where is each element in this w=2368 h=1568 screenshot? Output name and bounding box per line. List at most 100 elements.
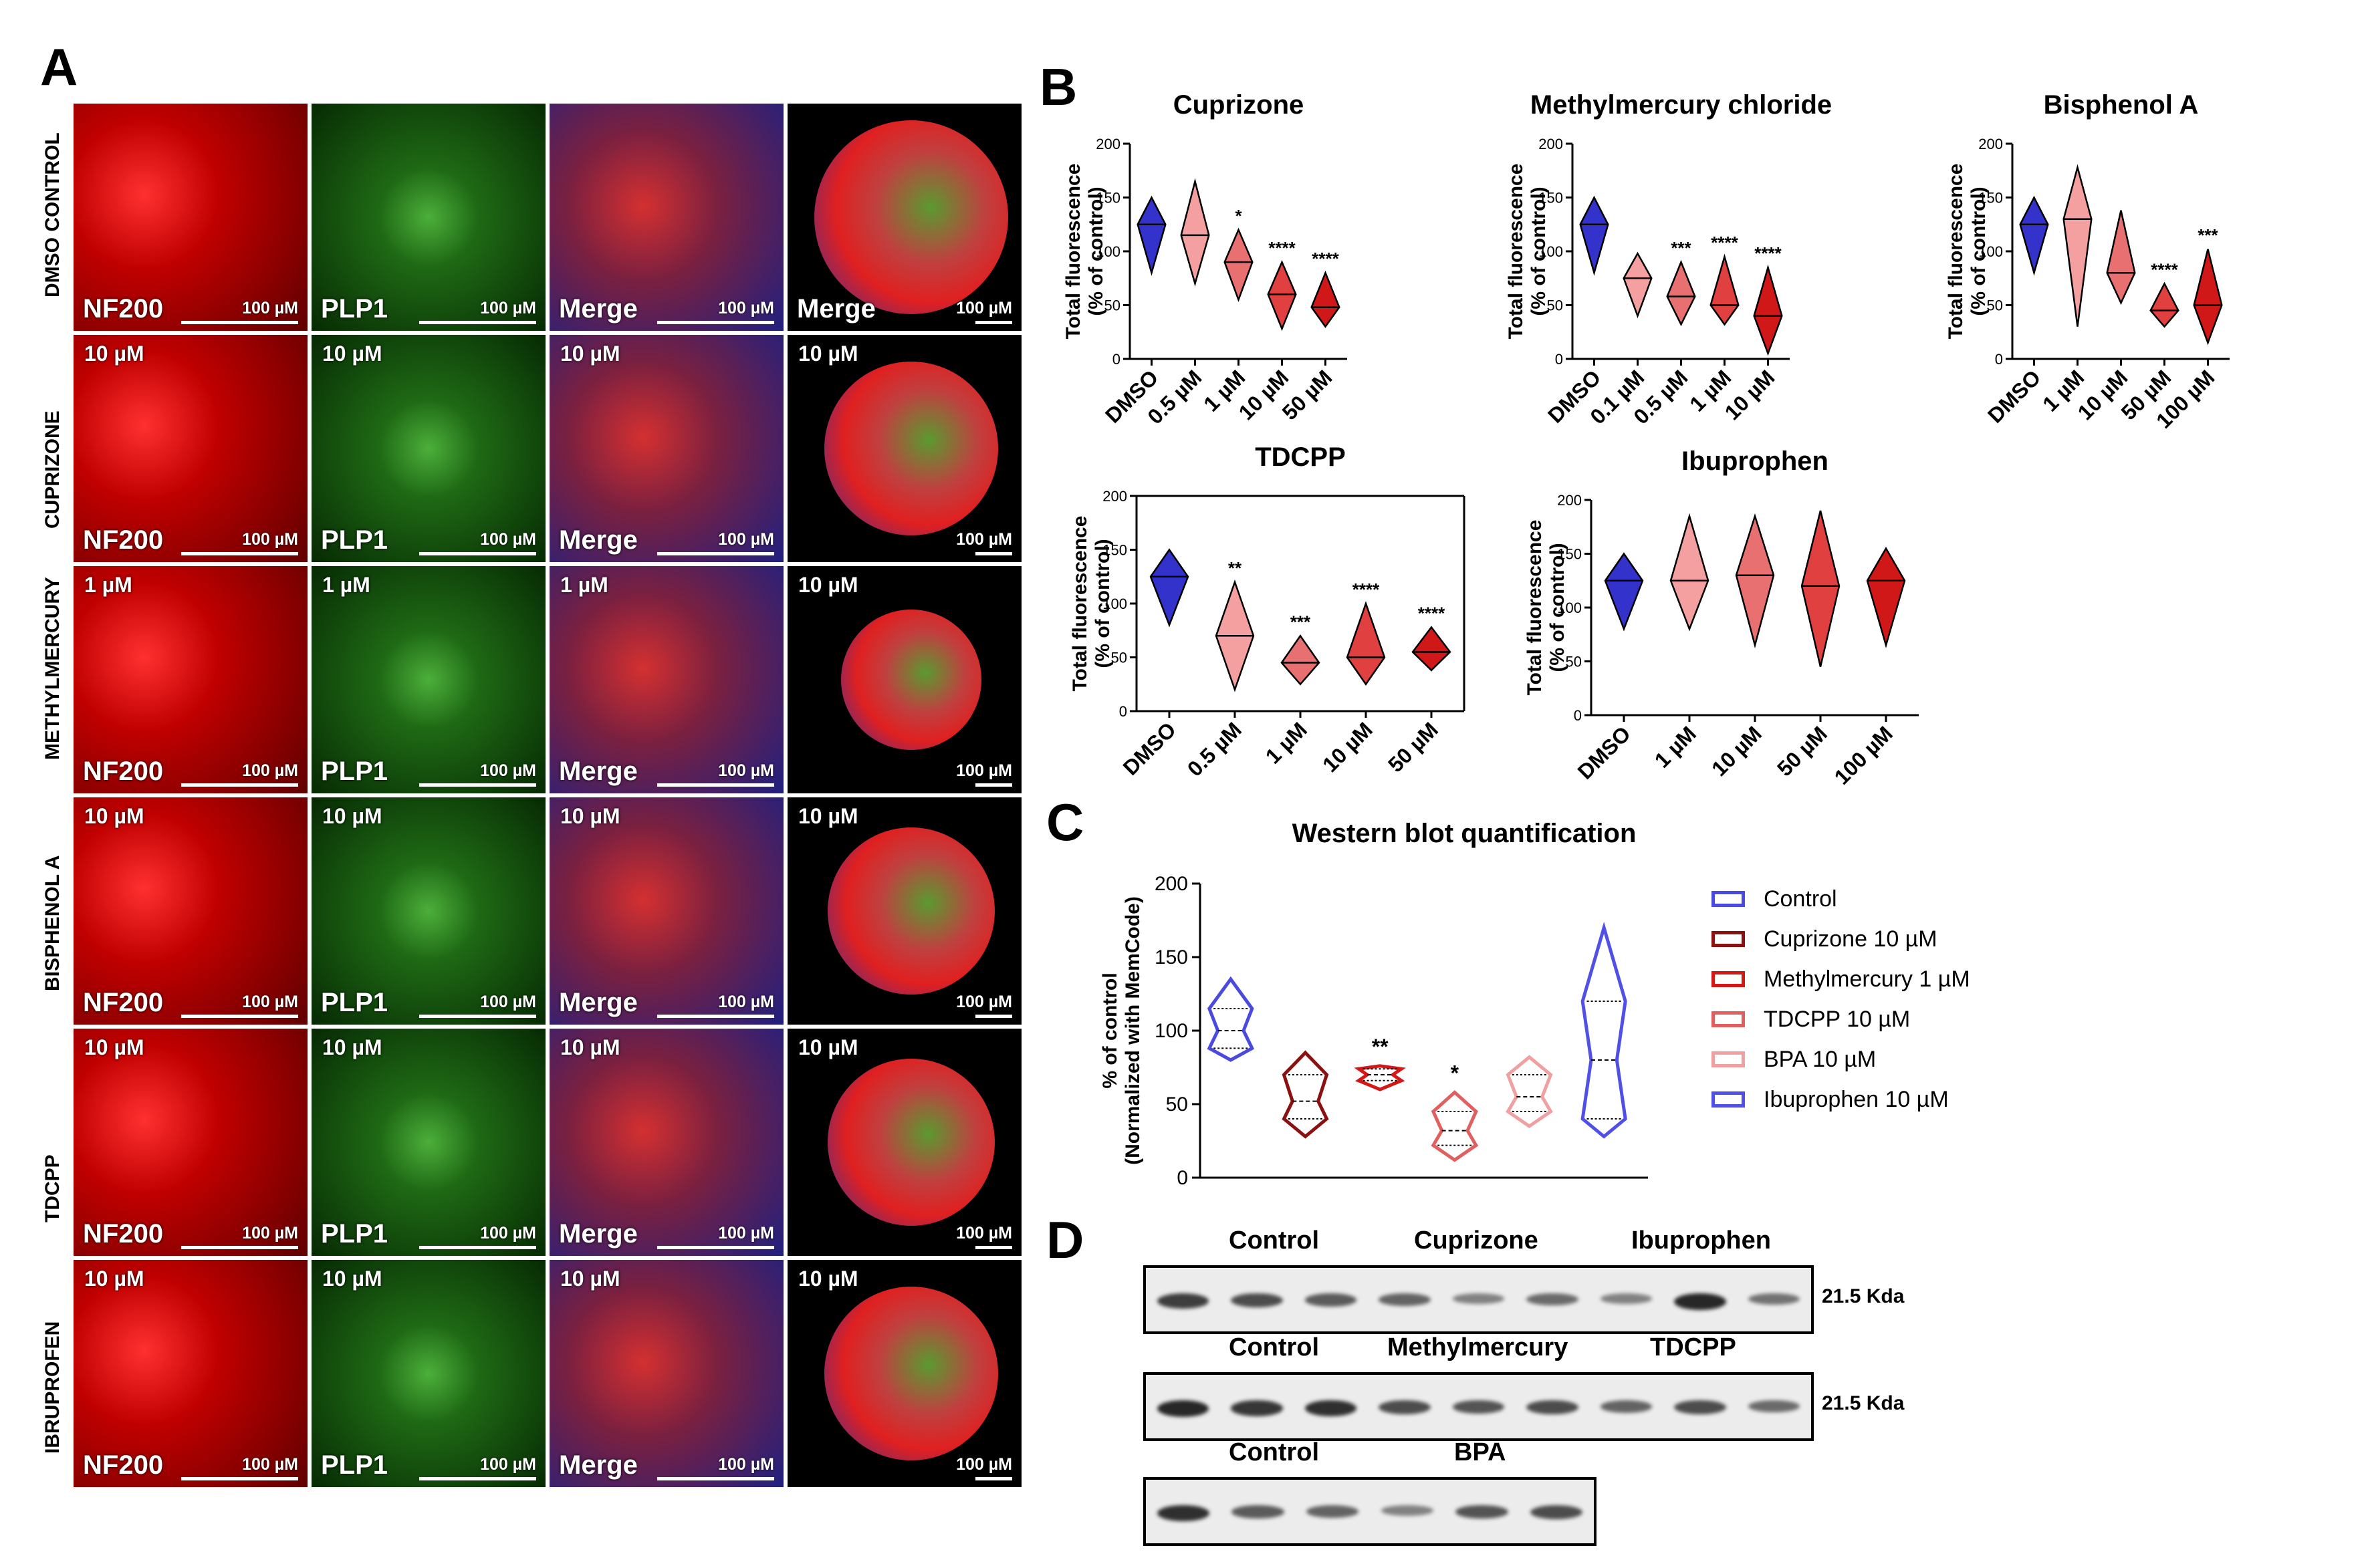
scale-bar-line — [181, 1246, 298, 1249]
channel-label: NF200 — [83, 988, 164, 1017]
x-tick-label: 50 µM — [1772, 721, 1832, 781]
scale-bar-line — [181, 1477, 298, 1480]
violin-shape — [1282, 1050, 1329, 1139]
blot-band — [1231, 1293, 1283, 1308]
scale-bar: 100 µM — [419, 761, 536, 787]
significance-marker: *** — [2198, 225, 2218, 245]
y-tick-label: 0 — [1177, 1167, 1188, 1189]
scale-bar-label: 100 µM — [242, 993, 298, 1011]
legend-label: Cuprizone 10 µM — [1764, 926, 1937, 952]
scale-bar-line — [419, 783, 536, 787]
y-tick-label: 50 — [1566, 654, 1582, 670]
concentration-label: 10 µM — [322, 804, 382, 828]
legend-label: TDCPP 10 µM — [1764, 1006, 1911, 1032]
y-axis-label: Total fluorescence — [1062, 164, 1084, 340]
micrograph-tile: NF200 100 µM — [74, 104, 308, 331]
x-tick-label: 10 µM — [1720, 365, 1780, 424]
y-tick-label: 200 — [1538, 136, 1563, 152]
blot-group-label: Ibuprophen — [1631, 1226, 1771, 1255]
micrograph-tile: Merge 100 µM — [788, 104, 1022, 331]
scale-bar-line — [419, 1246, 536, 1249]
concentration-label: 10 µM — [322, 1267, 382, 1291]
micrograph-tile: 10 µM 100 µM — [788, 1260, 1022, 1487]
scale-bar-line — [419, 321, 536, 324]
micrograph-tile: 10 µM PLP1 100 µM — [312, 1029, 546, 1256]
x-tick-label: 10 µM — [1707, 721, 1766, 781]
violin-shape — [1267, 259, 1297, 332]
blot-band — [1674, 1293, 1726, 1311]
violin-shape — [2149, 281, 2179, 328]
panel-d-letter: D — [1046, 1210, 1084, 1269]
channel-label: NF200 — [83, 1219, 164, 1249]
chart-title: Ibuprophen — [1681, 446, 1828, 476]
x-tick-label: 50 µM — [1278, 365, 1337, 424]
significance-marker: **** — [1268, 238, 1296, 258]
concentration-label: 1 µM — [84, 573, 132, 597]
scale-bar-line — [975, 1246, 1012, 1249]
x-tick-label: 10 µM — [1318, 717, 1377, 777]
scale-bar-label: 100 µM — [956, 530, 1012, 549]
channel-label: PLP1 — [321, 1450, 388, 1480]
violin-shape — [1354, 1064, 1406, 1091]
concentration-label: 1 µM — [560, 573, 608, 597]
scale-bar-label: 100 µM — [718, 761, 774, 780]
y-tick-label: 100 — [1102, 596, 1127, 612]
scale-bar-line — [657, 321, 774, 324]
violin-shape — [1604, 552, 1644, 632]
y-axis-label: (% of control) — [1092, 539, 1114, 668]
y-tick-label: 200 — [1978, 136, 2003, 152]
scale-bar-label: 100 µM — [242, 761, 298, 780]
blot-band — [1381, 1505, 1433, 1516]
violin-shape — [2019, 195, 2049, 276]
micrograph-tile: 10 µM NF200 100 µM — [74, 797, 308, 1025]
micrograph-tile: 10 µM 100 µM — [788, 1029, 1022, 1256]
violin-shape — [2062, 164, 2093, 327]
scale-bar-line — [181, 552, 298, 555]
micrograph-tile: 10 µM PLP1 100 µM — [312, 1260, 546, 1487]
blot-band — [1157, 1293, 1209, 1309]
blot-membrane — [1143, 1477, 1596, 1546]
y-axis-label: Total fluorescence — [1505, 164, 1527, 340]
legend-label: Ibuprophen 10 µM — [1764, 1086, 1949, 1112]
scale-bar: 100 µM — [181, 299, 298, 324]
organoid-sphere — [814, 120, 1008, 314]
concentration-label: 10 µM — [84, 1035, 144, 1059]
scale-bar: 100 µM — [657, 299, 774, 324]
significance-marker: *** — [1290, 612, 1311, 632]
micrograph-tile: 10 µM 100 µM — [788, 566, 1022, 793]
blot-group-label: TDCPP — [1650, 1333, 1736, 1361]
y-tick-label: 0 — [1112, 351, 1120, 368]
channel-label: Merge — [559, 1219, 638, 1249]
x-tick-label: 10 µM — [2073, 365, 2133, 424]
blot-membrane — [1143, 1265, 1814, 1334]
blot-band — [1231, 1505, 1284, 1519]
legend-swatch — [1711, 1051, 1745, 1067]
legend-swatch — [1711, 1011, 1745, 1027]
legend-label: Control — [1764, 886, 1837, 912]
x-tick-label: DMSO — [1983, 365, 2045, 427]
blot-band — [1674, 1400, 1726, 1415]
concentration-label: 10 µM — [798, 1035, 858, 1059]
micrograph-tile: 1 µM Merge 100 µM — [550, 566, 784, 793]
violin-shape — [1346, 601, 1386, 686]
violin-shape — [1669, 513, 1709, 632]
blot-group-label: Control — [1229, 1333, 1320, 1361]
y-tick-label: 0 — [1555, 351, 1563, 368]
micrograph-tile: 10 µM Merge 100 µM — [550, 1029, 784, 1256]
channel-label: NF200 — [83, 1450, 164, 1480]
y-tick-label: 50 — [1111, 650, 1127, 666]
violin-shape — [1506, 1055, 1553, 1129]
western-legend: Control Cuprizone 10 µM Methylmercury 1 µM… — [1711, 882, 1992, 1136]
organoid-sphere — [824, 1287, 998, 1460]
x-tick-label: 1 µM — [1261, 717, 1312, 768]
scale-bar: 100 µM — [657, 1455, 774, 1480]
y-tick-label: 100 — [1096, 243, 1120, 260]
y-axis-label: (% of control) — [1085, 186, 1107, 315]
legend-item: Control — [1711, 882, 1837, 916]
violin-shape — [1180, 178, 1210, 287]
scale-bar-label: 100 µM — [718, 1455, 774, 1474]
significance-marker: * — [1235, 206, 1242, 226]
legend-swatch — [1711, 891, 1745, 907]
legend-swatch — [1711, 971, 1745, 987]
blot-group-label: Control — [1229, 1226, 1320, 1255]
